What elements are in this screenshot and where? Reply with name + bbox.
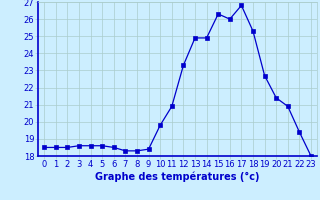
X-axis label: Graphe des températures (°c): Graphe des températures (°c)	[95, 172, 260, 182]
